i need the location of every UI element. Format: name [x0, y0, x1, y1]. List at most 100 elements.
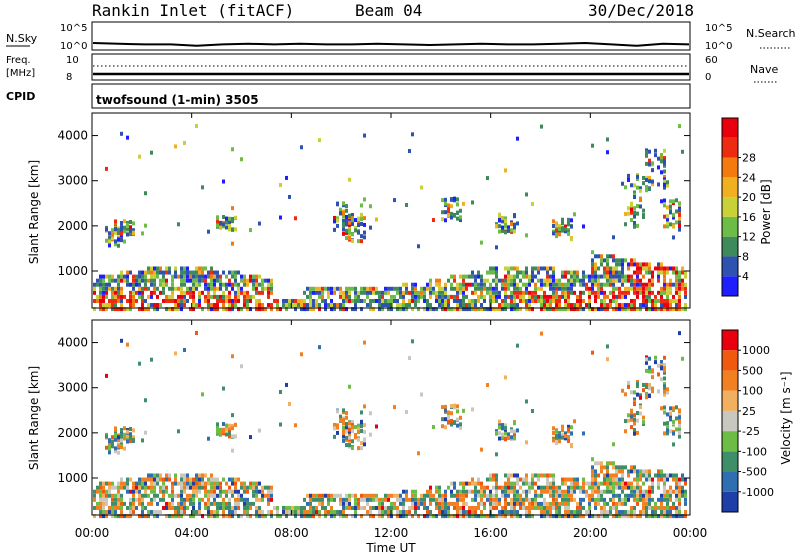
- velocity-cell: [474, 514, 477, 519]
- velocity-cell: [651, 389, 654, 394]
- velocity-cell: [513, 421, 516, 426]
- velocity-cell: [126, 489, 129, 494]
- velocity-cell: [342, 421, 345, 426]
- power-cell: [438, 290, 441, 295]
- velocity-cell: [486, 493, 489, 498]
- velocity-cell: [609, 461, 612, 466]
- power-cell: [621, 294, 624, 299]
- colorbar-tick-label: 12: [742, 231, 756, 244]
- power-cell: [219, 274, 222, 279]
- velocity-cell: [606, 344, 609, 349]
- velocity-cell: [327, 510, 330, 515]
- power-cell: [234, 278, 237, 283]
- velocity-cell: [243, 485, 246, 490]
- velocity-cell: [561, 489, 564, 494]
- velocity-cell: [666, 425, 669, 430]
- velocity-cell: [546, 489, 549, 494]
- power-cell: [105, 307, 108, 312]
- velocity-cell: [180, 514, 183, 519]
- velocity-cell: [441, 501, 444, 506]
- velocity-cell: [177, 510, 180, 515]
- velocity-cell: [345, 437, 348, 442]
- velocity-cell: [666, 501, 669, 506]
- power-cell: [105, 294, 108, 299]
- power-cell: [648, 286, 651, 291]
- power-cell: [324, 298, 327, 303]
- power-cell: [459, 286, 462, 291]
- power-cell: [558, 303, 561, 308]
- velocity-cell: [663, 485, 666, 490]
- velocity-cell: [606, 465, 609, 470]
- power-cell: [171, 274, 174, 279]
- power-cell: [660, 307, 663, 312]
- power-cell: [237, 294, 240, 299]
- power-cell: [525, 274, 528, 279]
- velocity-cell: [204, 473, 207, 478]
- power-cell: [120, 286, 123, 291]
- power-cell: [351, 298, 354, 303]
- velocity-cell: [660, 477, 663, 482]
- velocity-cell: [156, 510, 159, 515]
- velocity-cell: [516, 481, 519, 486]
- velocity-cell: [120, 428, 123, 433]
- velocity-cell: [201, 514, 204, 519]
- power-cell: [636, 266, 639, 271]
- velocity-cell: [369, 432, 372, 437]
- velocity-cell: [258, 428, 261, 433]
- velocity-cell: [540, 510, 543, 515]
- power-cell: [447, 278, 450, 283]
- velocity-cell: [546, 485, 549, 490]
- velocity-cell: [132, 501, 135, 506]
- power-cell: [408, 298, 411, 303]
- velocity-cell: [621, 481, 624, 486]
- velocity-cell: [225, 493, 228, 498]
- power-cell: [120, 294, 123, 299]
- power-cell: [570, 303, 573, 308]
- power-cell: [678, 227, 681, 232]
- velocity-cell: [645, 360, 648, 365]
- velocity-cell: [489, 489, 492, 494]
- velocity-cell: [648, 382, 651, 387]
- power-cell: [627, 303, 630, 308]
- velocity-cell: [525, 505, 528, 510]
- velocity-cell: [306, 501, 309, 506]
- power-cell: [597, 254, 600, 259]
- power-cell: [618, 286, 621, 291]
- power-cell: [531, 274, 534, 279]
- velocity-cell: [636, 418, 639, 423]
- velocity-cell: [231, 481, 234, 486]
- velocity-cell: [216, 477, 219, 482]
- velocity-cell: [195, 493, 198, 498]
- power-cell: [633, 206, 636, 211]
- power-cell: [423, 294, 426, 299]
- colorbar-tick-label: 100: [742, 385, 763, 398]
- velocity-cell: [654, 505, 657, 510]
- power-cell: [522, 270, 525, 275]
- velocity-cell: [561, 424, 564, 429]
- velocity-cell: [267, 501, 270, 506]
- velocity-cell: [450, 411, 453, 416]
- velocity-cell: [459, 481, 462, 486]
- power-cell: [612, 274, 615, 279]
- velocity-cell: [552, 493, 555, 498]
- velocity-cell: [474, 510, 477, 515]
- velocity-cell: [501, 489, 504, 494]
- velocity-cell: [216, 493, 219, 498]
- power-cell: [129, 290, 132, 295]
- power-cell: [366, 286, 369, 291]
- power-cell: [198, 266, 201, 271]
- noise-search-label: N.Search: [746, 27, 796, 40]
- power-cell: [354, 286, 357, 291]
- power-cell: [663, 290, 666, 295]
- power-cell: [273, 298, 276, 303]
- power-cell: [678, 212, 681, 217]
- power-cell: [231, 216, 234, 221]
- power-cell: [471, 303, 474, 308]
- velocity-cell: [159, 473, 162, 478]
- power-cell: [105, 238, 108, 243]
- power-cell: [378, 307, 381, 312]
- velocity-cell: [570, 485, 573, 490]
- velocity-cell: [318, 345, 321, 350]
- velocity-cell: [234, 481, 237, 486]
